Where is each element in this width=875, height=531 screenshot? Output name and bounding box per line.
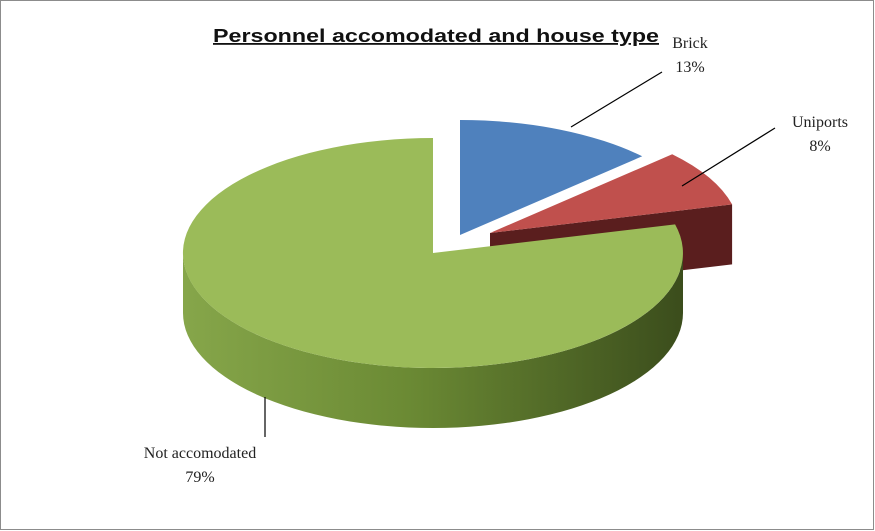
slice [490,154,733,233]
data-label-name: Not accomodated [144,445,256,462]
data-label-value: 79% [185,469,214,486]
data-label-name: Brick [672,35,708,52]
data-label-value: 13% [675,59,704,76]
slice [182,138,683,369]
leader-line [570,71,663,128]
leader-line [681,127,776,187]
data-label-name: Uniports [792,114,848,131]
data-label-value: 8% [809,138,830,155]
slice [460,120,643,235]
slice-side [183,253,683,428]
chart-title: Personnel accomodated and house type [213,26,659,46]
